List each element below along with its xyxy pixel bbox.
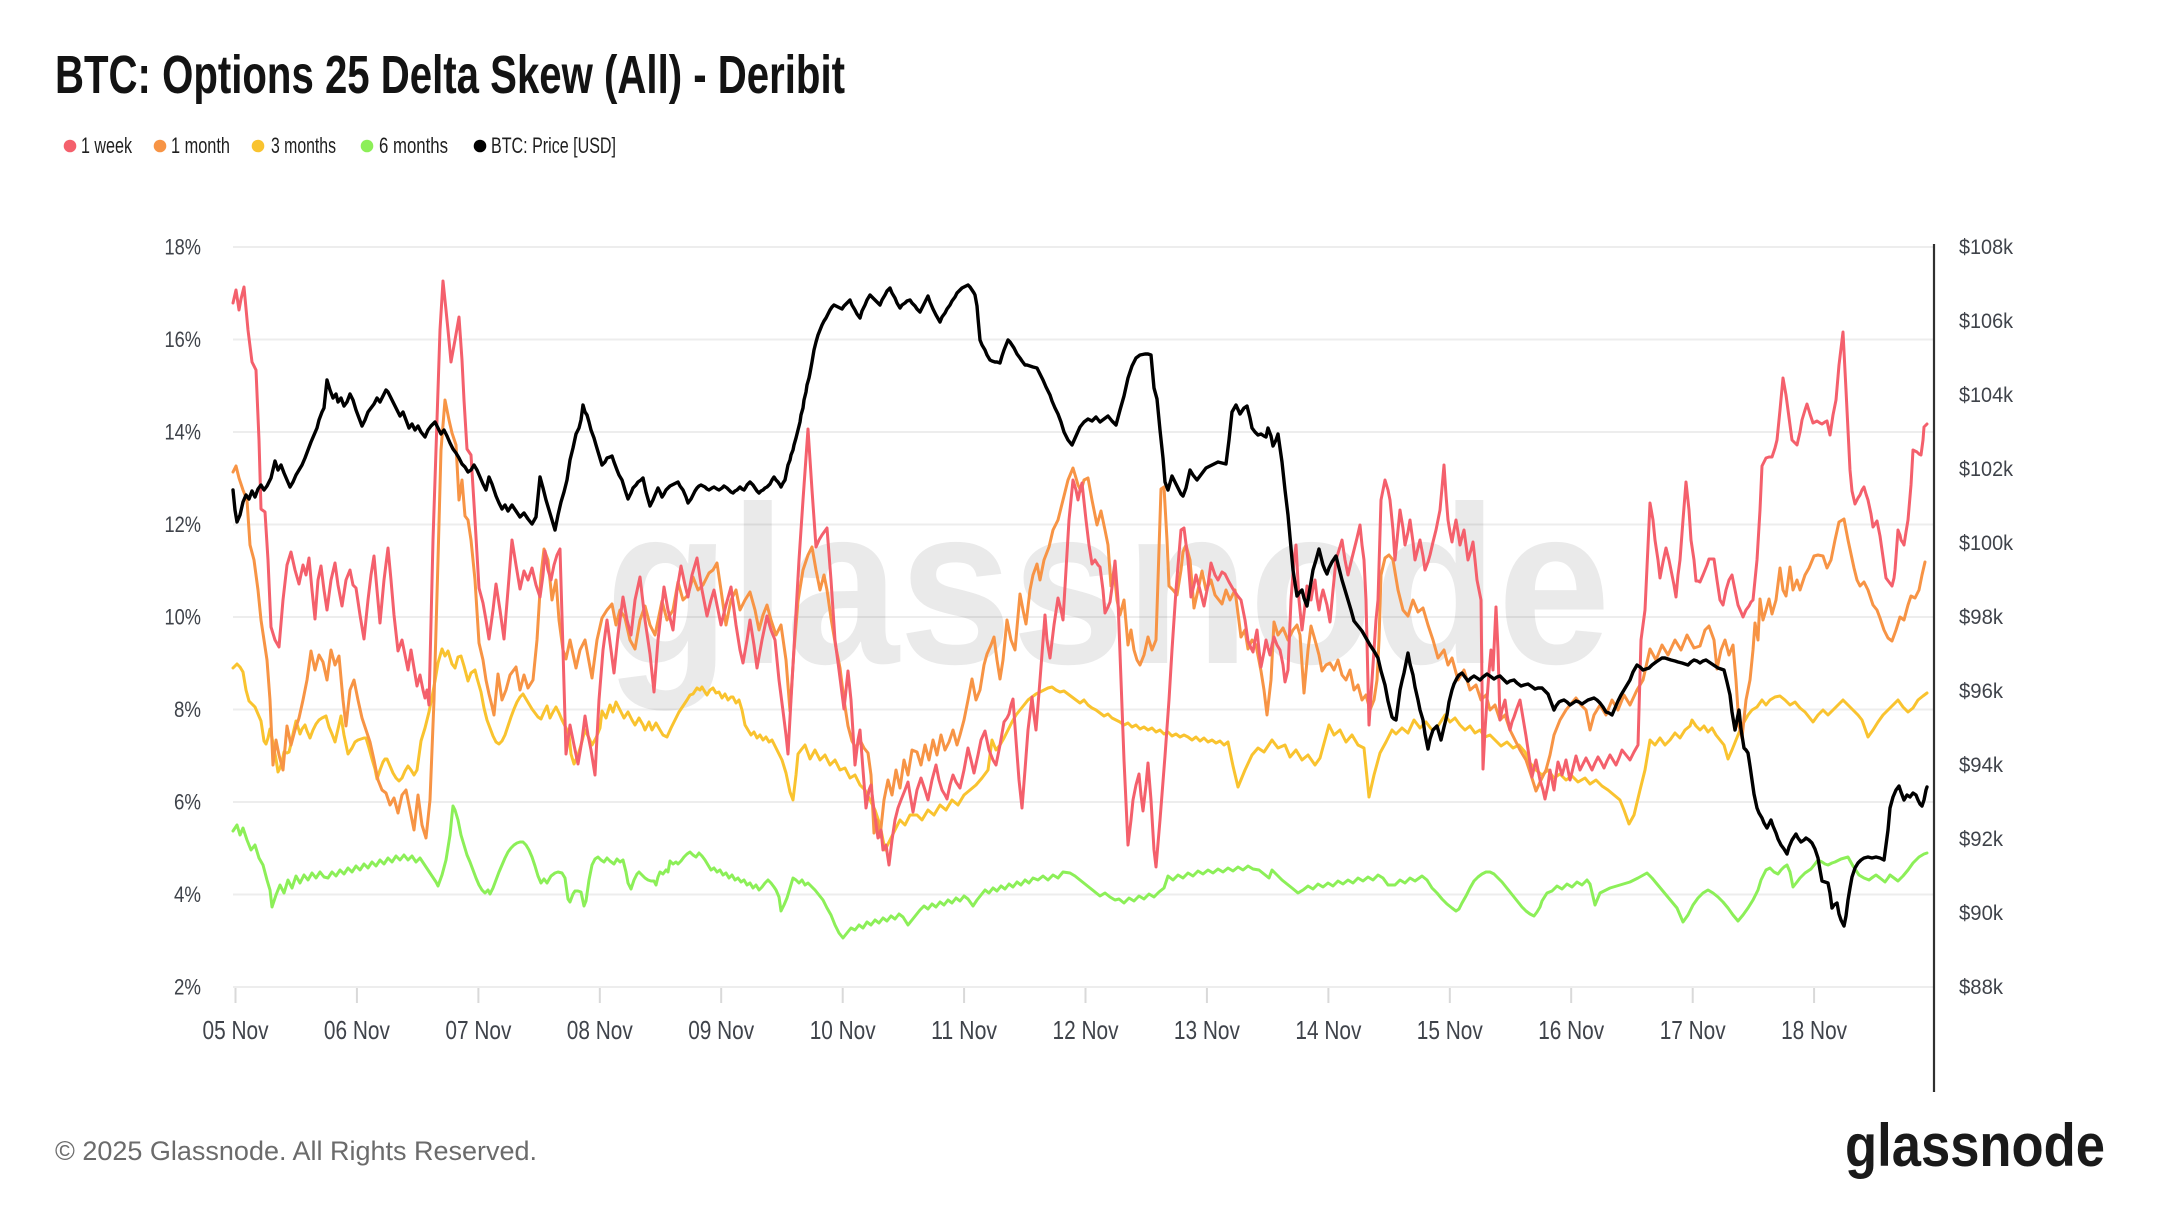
svg-text:07 Nov: 07 Nov xyxy=(445,1015,511,1045)
svg-text:$90k: $90k xyxy=(1959,902,2003,925)
svg-text:6%: 6% xyxy=(174,789,201,814)
svg-text:8%: 8% xyxy=(174,697,201,722)
svg-text:18%: 18% xyxy=(165,234,202,259)
svg-text:$96k: $96k xyxy=(1959,680,2003,703)
svg-text:1 month: 1 month xyxy=(171,133,230,158)
svg-text:2%: 2% xyxy=(174,974,201,999)
svg-text:glassnode: glassnode xyxy=(1845,1112,2105,1179)
svg-text:$98k: $98k xyxy=(1959,606,2003,629)
svg-text:glassnode: glassnode xyxy=(606,459,1611,711)
svg-text:18 Nov: 18 Nov xyxy=(1781,1015,1847,1045)
svg-text:© 2025 Glassnode. All Rights R: © 2025 Glassnode. All Rights Reserved. xyxy=(55,1136,537,1166)
svg-text:$88k: $88k xyxy=(1959,976,2003,999)
svg-text:12 Nov: 12 Nov xyxy=(1053,1015,1119,1045)
svg-text:$100k: $100k xyxy=(1959,532,2013,555)
svg-text:13 Nov: 13 Nov xyxy=(1174,1015,1240,1045)
svg-text:15 Nov: 15 Nov xyxy=(1417,1015,1483,1045)
svg-text:05 Nov: 05 Nov xyxy=(203,1015,269,1045)
svg-text:12%: 12% xyxy=(165,512,202,537)
svg-text:4%: 4% xyxy=(174,882,201,907)
svg-text:10 Nov: 10 Nov xyxy=(810,1015,876,1045)
svg-text:$106k: $106k xyxy=(1959,310,2013,333)
svg-text:6 months: 6 months xyxy=(379,133,448,158)
svg-text:$92k: $92k xyxy=(1959,828,2003,851)
svg-text:$108k: $108k xyxy=(1959,236,2013,259)
svg-text:14%: 14% xyxy=(165,419,202,444)
svg-text:$102k: $102k xyxy=(1959,458,2013,481)
svg-text:16 Nov: 16 Nov xyxy=(1538,1015,1604,1045)
svg-text:11 Nov: 11 Nov xyxy=(931,1015,997,1045)
svg-text:$104k: $104k xyxy=(1959,384,2013,407)
svg-text:1 week: 1 week xyxy=(81,133,133,158)
svg-text:06 Nov: 06 Nov xyxy=(324,1015,390,1045)
svg-text:17 Nov: 17 Nov xyxy=(1660,1015,1726,1045)
svg-text:08 Nov: 08 Nov xyxy=(567,1015,633,1045)
svg-text:10%: 10% xyxy=(165,604,202,629)
svg-text:BTC: Price [USD]: BTC: Price [USD] xyxy=(491,133,616,158)
svg-text:$94k: $94k xyxy=(1959,754,2003,777)
svg-text:09 Nov: 09 Nov xyxy=(688,1015,754,1045)
svg-text:14 Nov: 14 Nov xyxy=(1295,1015,1361,1045)
svg-text:BTC: Options 25 Delta Skew (Al: BTC: Options 25 Delta Skew (All) - Derib… xyxy=(55,45,845,105)
svg-text:16%: 16% xyxy=(165,327,202,352)
svg-text:3 months: 3 months xyxy=(271,133,336,158)
